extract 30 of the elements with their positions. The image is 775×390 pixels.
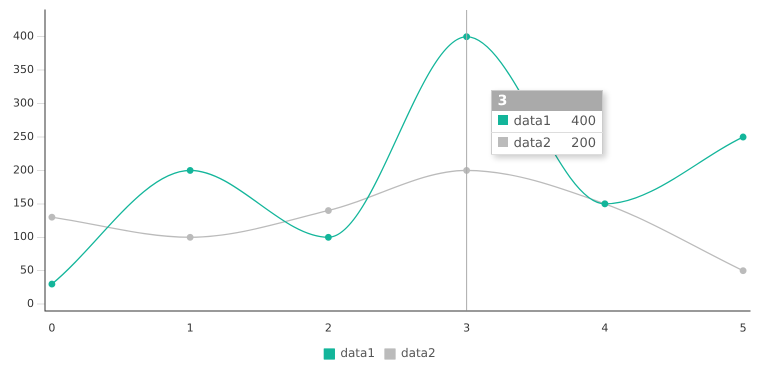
annotation: 3	[491, 90, 602, 111]
point	[324, 234, 332, 241]
y-tick-label: 350	[12, 63, 34, 76]
y-tick-label: 100	[12, 230, 34, 244]
y-tick-label: 200	[12, 163, 34, 176]
point	[186, 166, 194, 174]
x-tick-label: 1	[186, 321, 194, 334]
annotation: 400	[565, 111, 602, 132]
annotation: 200	[565, 132, 602, 154]
y-tick-label: 150	[12, 196, 34, 210]
y-tick-label: 50	[20, 264, 34, 277]
y-tick-label: 300	[12, 96, 34, 110]
x-tick-label: 0	[48, 321, 56, 334]
point	[324, 207, 332, 214]
point	[48, 280, 56, 288]
x-tick-label: 3	[463, 321, 470, 334]
point	[186, 234, 194, 241]
legend-label: data1	[340, 346, 376, 360]
point	[48, 214, 56, 221]
y-tick-label: 250	[12, 130, 34, 143]
point	[740, 134, 747, 140]
legend-label: data2	[401, 346, 436, 360]
point	[740, 267, 747, 274]
annotation: data2	[491, 132, 566, 154]
y-tick-label: 0	[26, 296, 34, 310]
x-tick-label: 4	[601, 321, 608, 334]
y-tick-label: 400	[12, 30, 34, 43]
x-tick-label: 5	[740, 321, 747, 334]
x-tick-label: 2	[324, 321, 332, 334]
annotation: data1	[491, 111, 566, 132]
